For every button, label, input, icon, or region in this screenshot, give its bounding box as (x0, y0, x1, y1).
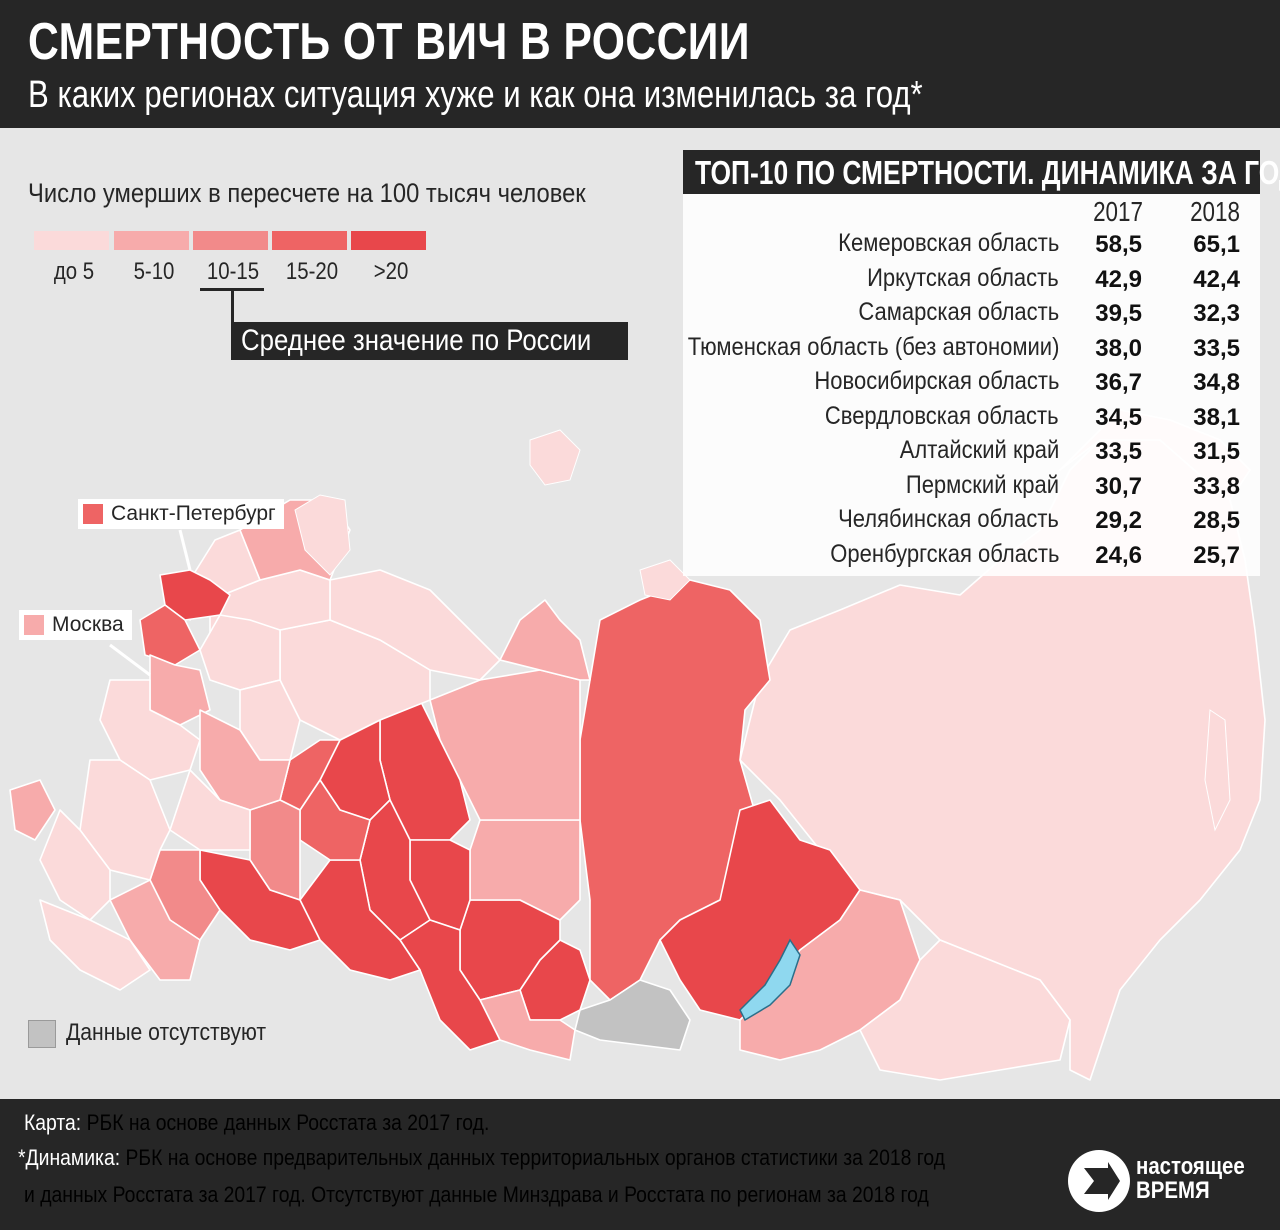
top10-row-value-2018: 34,8 (1193, 369, 1240, 396)
top10-row-region: Челябинская область (838, 505, 1059, 533)
average-callout: Среднее значение по России (231, 322, 628, 360)
footer-dynamics-source: *Динамика: РБК на основе предварительных… (18, 1145, 945, 1171)
top10-row-value-2017: 30,7 (1095, 472, 1142, 500)
footer-map-text: РБК на основе данных Росстата за 2017 го… (86, 1110, 490, 1135)
legend-label-0: до 5 (53, 258, 95, 285)
year-2017-header: 2017 (1093, 196, 1143, 227)
top10-row-region: Новосибирская область (813, 367, 1059, 395)
region-novaya-zemlya (294, 494, 351, 576)
lake-baikal (739, 938, 801, 1022)
region-taimyr-islands (639, 559, 691, 601)
region-no-data (574, 979, 691, 1051)
logo-line-2: время (1136, 1177, 1210, 1204)
region-yamal (499, 599, 591, 681)
top10-row-value-2017: 58,5 (1095, 231, 1142, 258)
region-zabaykalsky (859, 939, 1071, 1081)
top10-row-value-2017: 39,5 (1095, 300, 1142, 327)
top10-row-value-2017: 36,7 (1095, 369, 1142, 396)
top10-row-region: Свердловская область (825, 401, 1059, 430)
top10-row-value-2018: 32,3 (1193, 300, 1240, 327)
spb-swatch (83, 504, 103, 524)
average-label: Среднее значение по России (241, 324, 592, 357)
legend-swatch-4 (351, 231, 426, 250)
top10-row-value-2018: 28,5 (1193, 507, 1240, 534)
footer (0, 1099, 1280, 1230)
top10-row-value-2018: 38,1 (1193, 403, 1240, 431)
region-rostov (39, 809, 111, 921)
footer-dyn-label: *Динамика: (18, 1145, 121, 1170)
header-banner: СМЕРТНОСТЬ ОТ ВИЧ В РОССИИ В каких регио… (0, 0, 1280, 128)
legend-title: Число умерших в пересчете на 100 тысяч ч… (28, 178, 586, 208)
top10-row-value-2017: 24,6 (1095, 541, 1142, 569)
footer-map-label: Карта: (24, 1110, 82, 1135)
legend-label-3: 15-20 (285, 258, 339, 285)
region-vologda (199, 614, 281, 691)
top10-row-value-2018: 42,4 (1193, 265, 1240, 293)
average-marker-pointer (231, 289, 234, 335)
region-crimea (9, 779, 56, 841)
region-sakhalin (1204, 709, 1231, 832)
top10-row-region: Тюменская область (без автономии) (687, 332, 1059, 361)
footer-dyn-text: РБК на основе предварительных данных тер… (125, 1145, 946, 1170)
top10-row-value-2017: 29,2 (1095, 507, 1142, 534)
russia-map (9, 409, 1266, 1081)
top10-row-value-2018: 25,7 (1193, 541, 1240, 569)
top10-row-value-2018: 31,5 (1193, 438, 1240, 465)
top10-row-value-2017: 34,5 (1095, 403, 1142, 431)
region-nizhny-tatar (199, 709, 291, 811)
logo-line-1: настоящее (1136, 1153, 1245, 1180)
top10-row-region: Кемеровская область (837, 229, 1059, 257)
no-data-swatch (28, 1020, 56, 1048)
legend-swatch-2 (193, 231, 268, 250)
legend-swatch-3 (272, 231, 347, 250)
top10-row-region: Алтайский край (899, 436, 1059, 464)
legend-swatch-1 (114, 231, 189, 250)
region-arctic-islands (529, 429, 581, 486)
legend-label-1: 5-10 (133, 258, 175, 285)
moscow-swatch (24, 615, 44, 635)
logo-wordmark: настоящее время (1136, 1155, 1245, 1203)
legend-label-2: 10-15 (206, 258, 260, 285)
page-title: СМЕРТНОСТЬ ОТ ВИЧ В РОССИИ (28, 13, 750, 71)
legend-swatch-0 (34, 231, 109, 250)
top10-row-region: Самарская область (858, 298, 1059, 326)
region-nenets (329, 569, 501, 681)
top10-title: ТОП-10 ПО СМЕРТНОСТИ. ДИНАМИКА ЗА ГОД (695, 154, 1280, 191)
logo-icon (1068, 1150, 1130, 1212)
legend-label-4: >20 (373, 258, 409, 285)
top10-row-region: Иркутская область (867, 263, 1059, 292)
top10-row-value-2017: 33,5 (1095, 438, 1142, 465)
spb-pointer-line (178, 529, 192, 571)
top10-row-value-2017: 42,9 (1095, 265, 1142, 293)
top10-row-region: Оренбургская область (829, 539, 1059, 568)
moscow-name: Москва (52, 613, 124, 636)
region-central-south (99, 679, 201, 781)
no-data-label: Данные отсутствуют (66, 1019, 267, 1046)
footer-dyn-text-2: и данных Росстата за 2017 год. Отсутству… (24, 1182, 929, 1207)
region-north-caucasus (39, 899, 151, 991)
top10-panel (683, 194, 1260, 576)
page-subtitle: В каких регионах ситуация хуже и как она… (28, 74, 923, 116)
region-volgograd (109, 879, 201, 981)
top10-header: ТОП-10 ПО СМЕРТНОСТИ. ДИНАМИКА ЗА ГОД (683, 150, 1280, 194)
top10-row-value-2017: 38,0 (1095, 334, 1142, 362)
moscow-pointer-line (109, 643, 151, 677)
year-2018-header: 2018 (1190, 196, 1240, 227)
top10-row-value-2018: 33,5 (1193, 334, 1240, 362)
city-label-spb: Санкт-Петербург (78, 499, 284, 529)
spb-name: Санкт-Петербург (111, 502, 276, 525)
top10-row-region: Пермский край (905, 470, 1059, 499)
city-label-moscow: Москва (19, 610, 132, 640)
top10-row-value-2018: 65,1 (1193, 231, 1240, 258)
top10-row-value-2018: 33,8 (1193, 472, 1240, 500)
footer-map-source: Карта: РБК на основе данных Росстата за … (24, 1110, 489, 1136)
